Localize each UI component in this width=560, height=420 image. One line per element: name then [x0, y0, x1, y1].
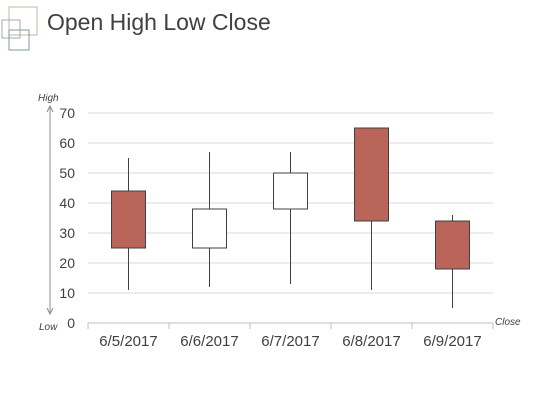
- candle: [192, 152, 227, 287]
- candle-body-down: [111, 190, 146, 249]
- candle: [273, 152, 308, 284]
- y-tick-label: 60: [59, 135, 75, 151]
- candle-body-down: [435, 220, 470, 270]
- candle-body-up: [192, 208, 227, 249]
- arrow-up-icon: [46, 104, 54, 113]
- arrow-down-icon: [46, 307, 54, 316]
- candle: [111, 158, 146, 290]
- logo-squares-icon: [1, 6, 38, 51]
- x-tick-label: 6/9/2017: [423, 333, 481, 350]
- low-annotation: Low: [39, 322, 58, 333]
- candle-body-up: [273, 172, 308, 210]
- y-tick-label: 20: [59, 255, 75, 271]
- y-tick-label: 70: [59, 105, 75, 121]
- candle: [435, 215, 470, 308]
- candles: [111, 127, 470, 308]
- candle: [354, 127, 389, 290]
- high-annotation: High: [38, 93, 59, 104]
- x-tick-label: 6/5/2017: [99, 333, 157, 350]
- x-tick-label: 6/8/2017: [342, 333, 400, 350]
- candle-body-down: [354, 127, 389, 222]
- y-tick-label: 10: [59, 285, 75, 301]
- x-tick-label: 6/6/2017: [180, 333, 238, 350]
- x-tick-label: 6/7/2017: [261, 333, 319, 350]
- page-title: Open High Low Close: [47, 9, 271, 35]
- y-tick-label: 50: [59, 165, 75, 181]
- y-tick-label: 40: [59, 195, 75, 211]
- axes: [46, 104, 494, 329]
- y-tick-label: 30: [59, 225, 75, 241]
- close-annotation: Close: [495, 317, 521, 328]
- y-tick-label: 0: [67, 315, 75, 331]
